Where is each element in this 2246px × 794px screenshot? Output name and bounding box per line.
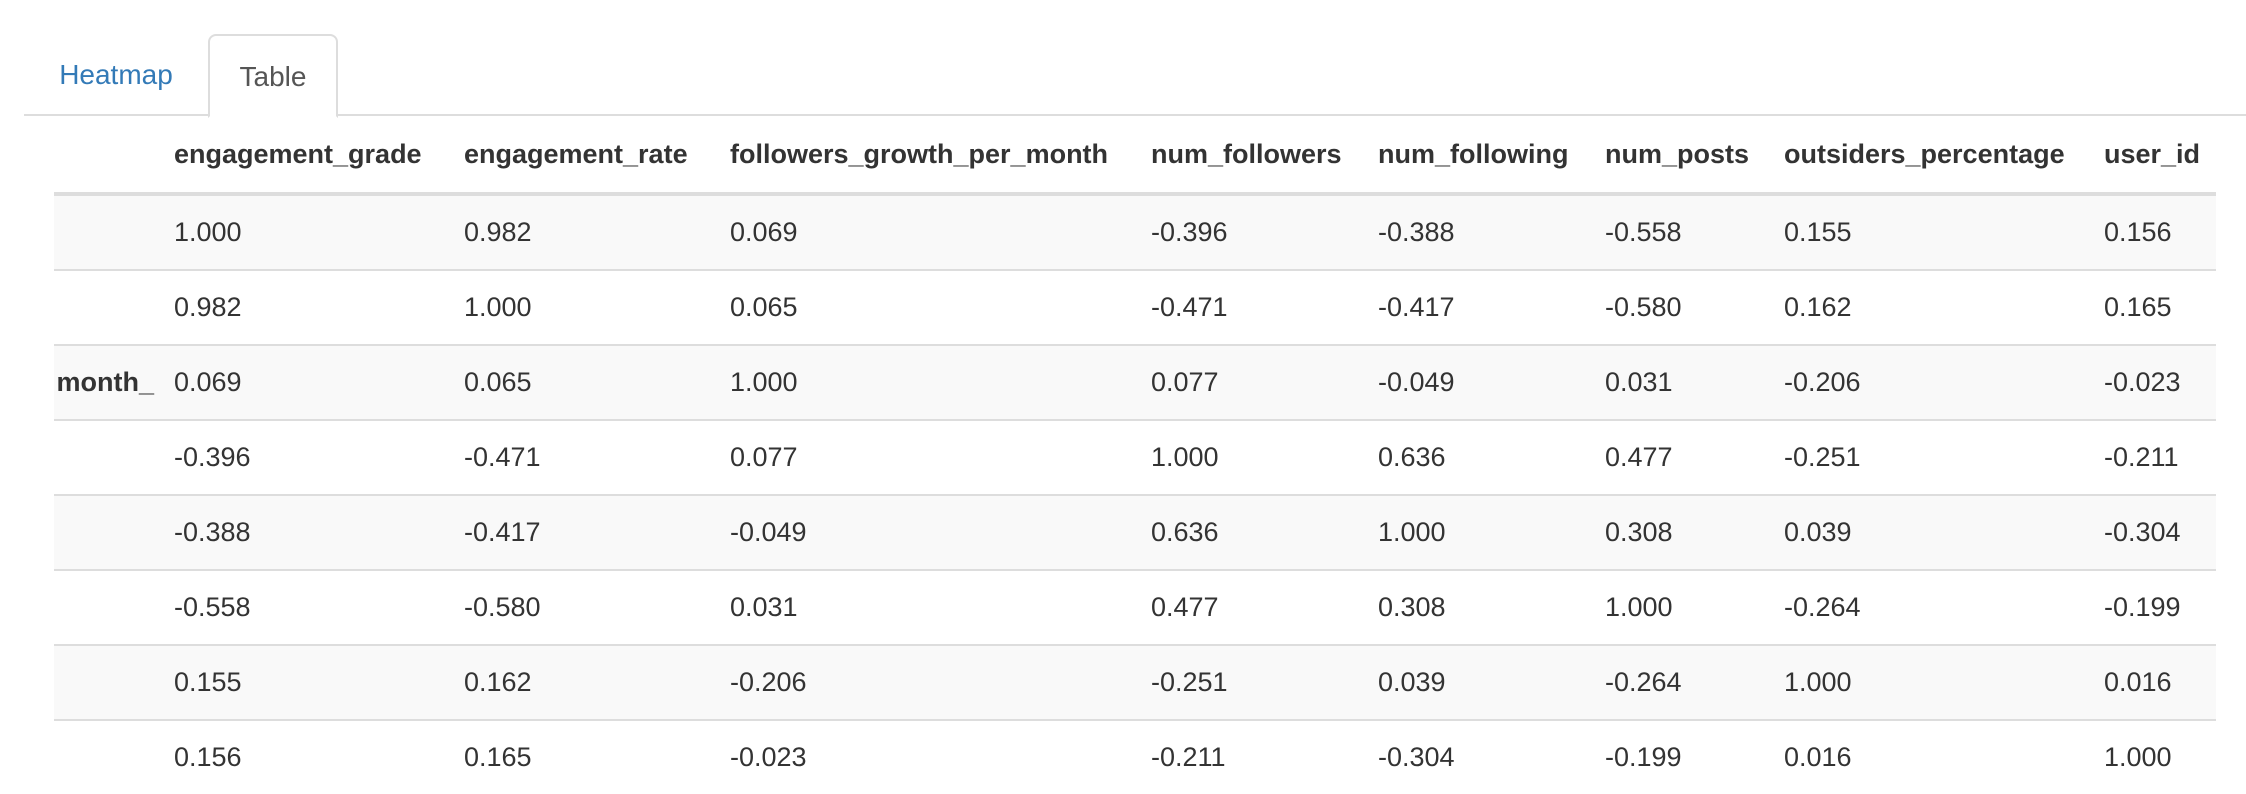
correlation-table-container[interactable]: engagement_grade engagement_rate followe… [54,116,2216,794]
table-cell: 0.016 [2104,645,2216,721]
table-cell: -0.580 [1605,270,1784,346]
table-cell: 0.162 [1784,270,2104,346]
table-header-row: engagement_grade engagement_rate followe… [54,116,2216,196]
table-cell: -0.251 [1151,645,1378,721]
column-header-index [54,116,174,196]
table-cell: 0.162 [464,645,730,721]
table-cell: -0.199 [2104,570,2216,646]
table-cell: -0.580 [464,570,730,646]
column-header: outsiders_percentage [1784,116,2104,196]
table-cell: -0.558 [1605,194,1784,271]
table-cell: 0.982 [174,270,464,346]
row-label [54,570,174,646]
column-header: user_id [2104,116,2216,196]
table-cell: -0.251 [1784,420,2104,496]
table-row: _month 0.069 0.065 1.000 0.077 -0.049 0.031 -0.… [54,345,2216,421]
table-row: -0.558 -0.580 0.031 0.477 0.308 1.000 -0.264 -0… [54,570,2216,646]
table-cell: 0.155 [1784,194,2104,271]
table-cell: -0.211 [1151,720,1378,794]
table-cell: -0.264 [1605,645,1784,721]
table-cell: -0.264 [1784,570,2104,646]
table-cell: -0.471 [1151,270,1378,346]
table-cell: 0.065 [730,270,1151,346]
table-cell: 0.982 [464,194,730,271]
table-cell: -0.211 [2104,420,2216,496]
table-cell: 1.000 [174,194,464,271]
table-cell: -0.396 [1151,194,1378,271]
table-cell: 0.477 [1151,570,1378,646]
tab-table[interactable]: Table [208,34,338,118]
table-row: -0.396 -0.471 0.077 1.000 0.636 0.477 -0.251 -0… [54,420,2216,496]
table-cell: -0.049 [730,495,1151,571]
table-cell: 0.077 [1151,345,1378,421]
table-cell: -0.023 [2104,345,2216,421]
row-label [54,645,174,721]
table-cell: 0.039 [1784,495,2104,571]
table-cell: 1.000 [1605,570,1784,646]
column-header: num_followers [1151,116,1378,196]
column-header: num_following [1378,116,1605,196]
column-header: num_posts [1605,116,1784,196]
table-row: 0.156 0.165 -0.023 -0.211 -0.304 -0.199 0.016 1… [54,720,2216,794]
row-label [54,194,174,271]
table-cell: 0.069 [730,194,1151,271]
table-cell: 0.308 [1605,495,1784,571]
column-header: followers_growth_per_month [730,116,1151,196]
table-cell: 0.016 [1784,720,2104,794]
table-cell: -0.304 [2104,495,2216,571]
row-label [54,720,174,794]
table-cell: -0.206 [1784,345,2104,421]
table-cell: -0.304 [1378,720,1605,794]
table-cell: -0.049 [1378,345,1605,421]
correlation-table: engagement_grade engagement_rate followe… [54,116,2216,794]
table-cell: 0.477 [1605,420,1784,496]
table-cell: 0.031 [730,570,1151,646]
table-cell: 0.065 [464,345,730,421]
table-cell: 1.000 [1784,645,2104,721]
table-cell: 0.039 [1378,645,1605,721]
table-cell: 0.636 [1151,495,1378,571]
table-cell: 0.156 [2104,194,2216,271]
table-cell: 1.000 [1378,495,1605,571]
table-cell: 0.156 [174,720,464,794]
table-cell: -0.388 [1378,194,1605,271]
table-cell: 1.000 [730,345,1151,421]
table-row: 0.155 0.162 -0.206 -0.251 0.039 -0.264 1.000 0.… [54,645,2216,721]
table-cell: 0.031 [1605,345,1784,421]
table-cell: 1.000 [464,270,730,346]
tab-heatmap[interactable]: Heatmap [59,59,173,90]
row-label: _month [54,345,174,421]
column-header: engagement_rate [464,116,730,196]
table-cell: -0.199 [1605,720,1784,794]
table-cell: -0.388 [174,495,464,571]
table-cell: 1.000 [2104,720,2216,794]
row-label [54,270,174,346]
table-cell: -0.023 [730,720,1151,794]
table-cell: -0.417 [1378,270,1605,346]
row-label [54,495,174,571]
table-cell: 0.069 [174,345,464,421]
table-row: -0.388 -0.417 -0.049 0.636 1.000 0.308 0.039 -0… [54,495,2216,571]
table-cell: 0.165 [464,720,730,794]
table-cell: -0.558 [174,570,464,646]
tab-bar: Heatmap Table [24,34,2246,118]
table-row: 1.000 0.982 0.069 -0.396 -0.388 -0.558 0.155 0.… [54,194,2216,271]
table-cell: -0.471 [464,420,730,496]
table-cell: 0.077 [730,420,1151,496]
table-cell: -0.417 [464,495,730,571]
table-cell: 0.308 [1378,570,1605,646]
table-cell: 0.155 [174,645,464,721]
table-cell: 0.165 [2104,270,2216,346]
table-row: 0.982 1.000 0.065 -0.471 -0.417 -0.580 0.162 0.… [54,270,2216,346]
column-header: engagement_grade [174,116,464,196]
table-cell: 0.636 [1378,420,1605,496]
table-cell: 1.000 [1151,420,1378,496]
table-cell: -0.206 [730,645,1151,721]
table-cell: -0.396 [174,420,464,496]
row-label [54,420,174,496]
